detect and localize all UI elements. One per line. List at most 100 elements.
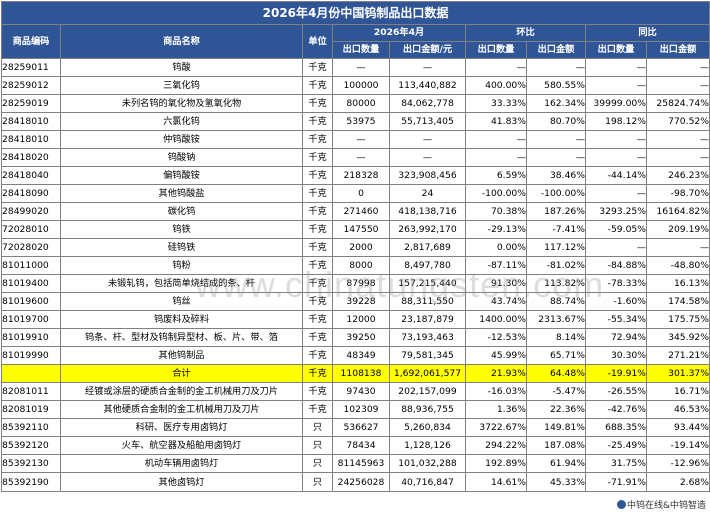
- table-row: 81019910 钨条、杆、型材及钨制异型材、板、片、带、箔 千克 39250 73,1…: [1, 328, 710, 347]
- cell-yoy-qty: 3293.25%: [585, 202, 647, 221]
- cell-mom-amount: 38.46%: [526, 166, 586, 185]
- cell-amount: 1,128,126: [389, 436, 466, 455]
- cell-mom-qty: 3722.67%: [465, 418, 527, 437]
- cell-amount: 40,716,847: [389, 472, 466, 492]
- table-row: 82081011 经镀或涂层的硬质合金制的金工机械用刀及刀片 千克 97430 202,…: [1, 382, 710, 401]
- cell-qty: 97430: [332, 382, 390, 401]
- header-period: 2026年4月: [332, 24, 466, 42]
- cell-qty: 536627: [332, 418, 390, 437]
- cell-yoy-qty: —: [585, 148, 647, 167]
- table-row: 81011000 钨粉 千克 8000 8,497,780 -87.11% -81.02% -…: [1, 256, 710, 275]
- table-row: 28418090 其他钨酸盐 千克 0 24 -100.00% -100.00% — -98.7…: [1, 184, 710, 203]
- cell-name: 钨酸钠: [60, 148, 303, 167]
- cell-qty: 48349: [332, 346, 390, 365]
- cell-yoy-amount: 25824.74%: [646, 94, 710, 113]
- logo-icon: [616, 500, 626, 509]
- cell-amount: 84,062,778: [389, 94, 466, 113]
- cell-yoy-amount: —: [646, 76, 710, 95]
- table-row: 28418040 偏钨酸铵 千克 218328 323,908,456 6.59% 38.4…: [1, 166, 710, 185]
- cell-qty: 81145963: [332, 454, 390, 473]
- cell-yoy-amount: —: [646, 58, 710, 77]
- cell-qty: 147550: [332, 220, 390, 239]
- cell-code: 81019990: [1, 346, 61, 365]
- cell-yoy-amount: 271.21%: [646, 346, 710, 365]
- header-name: 商品名称: [60, 24, 303, 59]
- cell-yoy-amount: 16.71%: [646, 382, 710, 401]
- cell-yoy-qty: -42.76%: [585, 400, 647, 419]
- cell-unit: 千克: [302, 364, 333, 383]
- cell-name: 经镀或涂层的硬质合金制的金工机械用刀及刀片: [60, 382, 303, 401]
- cell-mom-qty: —: [465, 58, 527, 77]
- cell-yoy-amount: 16164.82%: [646, 202, 710, 221]
- table-row: 28259012 三氧化钨 千克 100000 113,440,882 400.00% 58…: [1, 76, 710, 95]
- cell-amount: 55,713,405: [389, 112, 466, 131]
- cell-mom-qty: 41.83%: [465, 112, 527, 131]
- cell-amount: 23,187,879: [389, 310, 466, 329]
- cell-unit: 只: [302, 454, 333, 473]
- cell-code: [1, 364, 61, 383]
- cell-amount: 79,581,345: [389, 346, 466, 365]
- cell-qty: 100000: [332, 76, 390, 95]
- header-mom: 环比: [465, 24, 586, 42]
- cell-qty: 24256028: [332, 472, 390, 492]
- cell-mom-qty: 0.00%: [465, 238, 527, 257]
- cell-yoy-qty: -84.88%: [585, 256, 647, 275]
- cell-mom-amount: 187.08%: [526, 436, 586, 455]
- cell-mom-qty: 400.00%: [465, 76, 527, 95]
- cell-qty: 1108138: [332, 364, 390, 383]
- cell-mom-qty: 6.59%: [465, 166, 527, 185]
- cell-yoy-qty: —: [585, 238, 647, 257]
- cell-mom-qty: 21.93%: [465, 364, 527, 383]
- cell-yoy-amount: 2.68%: [646, 472, 710, 492]
- cell-unit: 千克: [302, 382, 333, 401]
- cell-amount: —: [389, 58, 466, 77]
- cell-mom-amount: -7.41%: [526, 220, 586, 239]
- table-row: 82081019 其他硬质合金制的金工机械用刀及刀片 千克 102309 88,936,…: [1, 400, 710, 419]
- cell-mom-qty: —: [465, 148, 527, 167]
- header-yoy-amount: 出口金额: [646, 41, 710, 59]
- cell-mom-amount: -5.47%: [526, 382, 586, 401]
- cell-qty: —: [332, 58, 390, 77]
- cell-amount: 418,138,716: [389, 202, 466, 221]
- cell-yoy-qty: -25.49%: [585, 436, 647, 455]
- header-amount: 出口金额/元: [389, 41, 466, 59]
- cell-yoy-amount: —: [646, 148, 710, 167]
- logo: 中钨在线&中钨智造: [616, 498, 706, 511]
- cell-yoy-amount: 46.53%: [646, 400, 710, 419]
- cell-mom-amount: 22.36%: [526, 400, 586, 419]
- cell-yoy-qty: 72.94%: [585, 328, 647, 347]
- cell-amount: 88,311,550: [389, 292, 466, 311]
- cell-yoy-amount: 93.44%: [646, 418, 710, 437]
- cell-amount: 157,215,440: [389, 274, 466, 293]
- cell-yoy-qty: —: [585, 76, 647, 95]
- cell-name: 未锻轧钨，包括简单烧结成的条、杆: [60, 274, 303, 293]
- table-row: 28418020 钨酸钠 千克 — — — — — —: [1, 148, 710, 167]
- cell-yoy-qty: 31.75%: [585, 454, 647, 473]
- cell-mom-qty: 14.61%: [465, 472, 527, 492]
- cell-unit: 千克: [302, 346, 333, 365]
- cell-code: 28499020: [1, 202, 61, 221]
- cell-name: 钨丝: [60, 292, 303, 311]
- cell-code: 82081019: [1, 400, 61, 419]
- header-mom-qty: 出口数量: [465, 41, 527, 59]
- cell-unit: 千克: [302, 202, 333, 221]
- header-yoy-qty: 出口数量: [585, 41, 647, 59]
- cell-mom-qty: -87.11%: [465, 256, 527, 275]
- cell-mom-amount: 88.74%: [526, 292, 586, 311]
- cell-yoy-amount: 246.23%: [646, 166, 710, 185]
- table-row: 81019990 其他钨制品 千克 48349 79,581,345 45.99% 65.7…: [1, 346, 710, 365]
- cell-yoy-qty: 688.35%: [585, 418, 647, 437]
- cell-mom-amount: 187.26%: [526, 202, 586, 221]
- header-yoy: 同比: [585, 24, 710, 42]
- cell-mom-amount: -81.02%: [526, 256, 586, 275]
- cell-name: 碳化钨: [60, 202, 303, 221]
- cell-yoy-amount: —: [646, 130, 710, 149]
- cell-name: 偏钨酸铵: [60, 166, 303, 185]
- table-row: 85392130 机动车辆用卤钨灯只 81145963 101,032,288 192.…: [1, 454, 710, 473]
- cell-mom-amount: 8.14%: [526, 328, 586, 347]
- cell-code: 28418020: [1, 148, 61, 167]
- table-row: 85392120 火车、航空器及船舶用卤钨灯只 78434 1,128,126 294.…: [1, 436, 710, 455]
- cell-mom-amount: 64.48%: [526, 364, 586, 383]
- cell-mom-amount: 61.94%: [526, 454, 586, 473]
